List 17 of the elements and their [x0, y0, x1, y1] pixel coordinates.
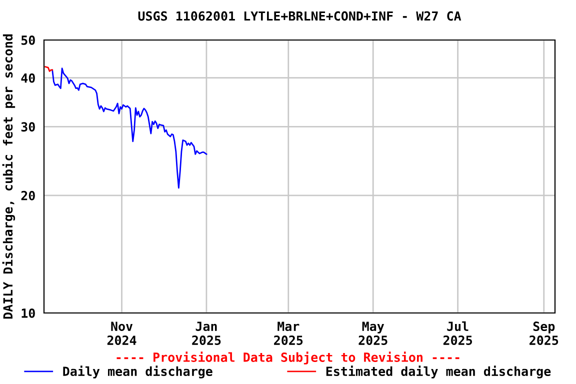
line-series: [52, 68, 208, 189]
y-tick-label: 40: [21, 73, 35, 83]
y-axis-title: DAILY Discharge, cubic feet per second: [2, 34, 16, 319]
chart-title: USGS 11062001 LYTLE+BRLNE+COND+INF - W27 CA: [138, 11, 462, 21]
text: ---- Provisional Data Subject to Revision ----: [116, 352, 460, 364]
legend-label: Daily mean discharge: [63, 366, 212, 378]
y-tick-label: 50: [21, 35, 35, 45]
x-tick-label: Mar 2025: [274, 322, 303, 346]
x-tick-label: Sep 2025: [530, 322, 558, 346]
x-tick-label: Jul 2025: [443, 321, 472, 346]
x-tick-label: Nov 2024: [107, 322, 136, 346]
y-tick-label: 30: [21, 122, 35, 132]
x-tick-label: Jan 2025: [192, 322, 221, 346]
x-tick-label: May 2025: [358, 322, 388, 346]
y-tick-label: 10: [22, 308, 35, 318]
y-tick-label: 20: [21, 190, 35, 200]
legend-label: Estimated daily mean discharge: [326, 366, 551, 378]
